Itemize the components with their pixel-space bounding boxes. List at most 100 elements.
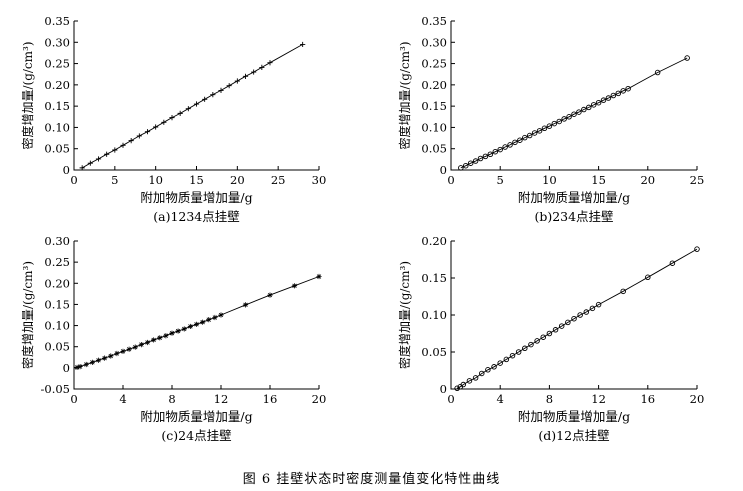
y-tick-label: 0 [440,163,447,177]
data-point-9 [502,144,508,150]
data-point-30 [605,95,612,101]
data-point-24 [300,41,306,48]
panel-subtitle: (d)12点挂壁 [538,428,609,443]
data-point-20 [193,321,200,327]
data-point-5 [479,370,485,377]
y-tick-label: 0.20 [44,78,70,92]
data-point-3 [89,359,95,365]
y-tick-label: 0 [63,163,70,177]
data-point-2 [460,381,467,388]
y-tick-label: 0.35 [44,14,70,28]
data-point-3 [466,378,473,384]
y-tick-label: 0.10 [44,120,70,134]
y-tick-label: 0.05 [44,142,70,156]
data-point-8 [497,360,503,366]
data-point-27 [590,102,597,108]
data-point-23 [267,60,273,66]
data-point-9 [126,346,132,352]
data-point-13 [151,337,157,343]
x-tick-label: 0 [70,173,77,187]
data-point-2 [83,361,89,368]
data-point-32 [615,90,622,97]
y-tick-label: 0.10 [44,319,70,333]
data-point-0 [454,385,460,392]
axis-lines [450,21,697,171]
data-point-11 [138,342,144,348]
data-point-14 [534,338,540,344]
data-point-7 [491,364,497,370]
data-point-24 [595,301,602,308]
data-point-36 [684,55,690,61]
data-point-23 [589,305,596,312]
x-tick-label: 8 [168,392,175,406]
data-point-18 [558,323,565,329]
data-point-6 [485,367,491,373]
data-point-14 [526,132,533,139]
data-point-26 [267,292,273,298]
y-tick-label: 0.10 [421,120,447,134]
y-tick-label: 0.20 [421,234,447,248]
data-point-31 [610,92,617,99]
data-point-6 [487,151,494,157]
data-point-10 [132,344,138,350]
x-tick-label: 16 [640,392,655,406]
data-point-17 [175,328,181,334]
data-point-21 [577,312,583,318]
chart-panel-d: 0 4 8 12 16 20 0 0.05 0.10 0.15 0.20 附加物质量增加量/g 密度增加… [397,234,704,443]
data-point-16 [536,128,543,134]
panel-subtitle: (c)24点挂壁 [161,428,231,443]
data-point-22 [566,114,572,120]
data-point-9 [153,124,159,130]
data-point-12 [144,339,151,346]
x-tick-label: 0 [70,392,77,406]
data-point-17 [541,125,548,132]
data-point-19 [234,78,240,84]
x-tick-label: 5 [497,173,504,187]
data-point-21 [561,116,567,122]
x-tick-label: 25 [690,173,705,187]
data-point-8 [120,348,126,354]
figure-caption: 图 6 挂壁状态时密度测量值变化特性曲线 [242,472,501,487]
data-point-27 [669,260,676,266]
data-point-18 [181,326,187,332]
data-point-13 [528,341,534,348]
x-tick-label: 4 [119,392,126,406]
y-tick-label: 0.05 [44,340,70,354]
y-tick-label: 0.05 [421,142,447,156]
y-tick-label: 0.15 [421,271,447,285]
data-point-11 [169,115,175,121]
y-axis-label: 密度增加量/(g/cm³) [20,41,35,149]
data-point-33 [620,88,626,94]
y-tick-label: 0.25 [421,57,447,71]
data-point-14 [157,335,163,341]
x-tick-label: 25 [271,173,286,187]
data-point-3 [104,151,110,157]
chart-panel-b: 0 5 10 15 20 25 0 0.05 0.10 0.15 0.20 0.25 0.30 0.35 附… [397,14,704,224]
data-point-34 [625,85,631,92]
x-tick-label: 4 [497,392,504,406]
data-point-24 [576,109,582,115]
data-point-18 [546,123,553,129]
data-point-26 [645,274,651,281]
data-point-7 [492,148,499,155]
x-axis-label: 附加物质量增加量/g [140,409,252,424]
data-point-1 [87,160,93,166]
data-point-11 [512,139,518,146]
data-point-15 [202,96,208,102]
x-tick-label: 10 [542,173,557,187]
data-point-22 [583,309,590,315]
y-tick-label: 0.15 [44,99,70,113]
data-point-4 [477,155,484,162]
x-tick-label: 10 [148,173,163,187]
x-tick-label: 30 [312,173,327,187]
data-point-15 [163,333,169,339]
y-tick-label: 0.05 [421,345,447,359]
data-point-5 [102,355,108,361]
x-tick-label: 0 [447,173,454,187]
data-point-10 [509,352,516,359]
series-line [76,276,320,368]
data-point-8 [144,129,151,135]
data-point-23 [212,314,218,321]
y-tick-label: 0.10 [421,308,447,322]
data-point-12 [177,110,183,116]
